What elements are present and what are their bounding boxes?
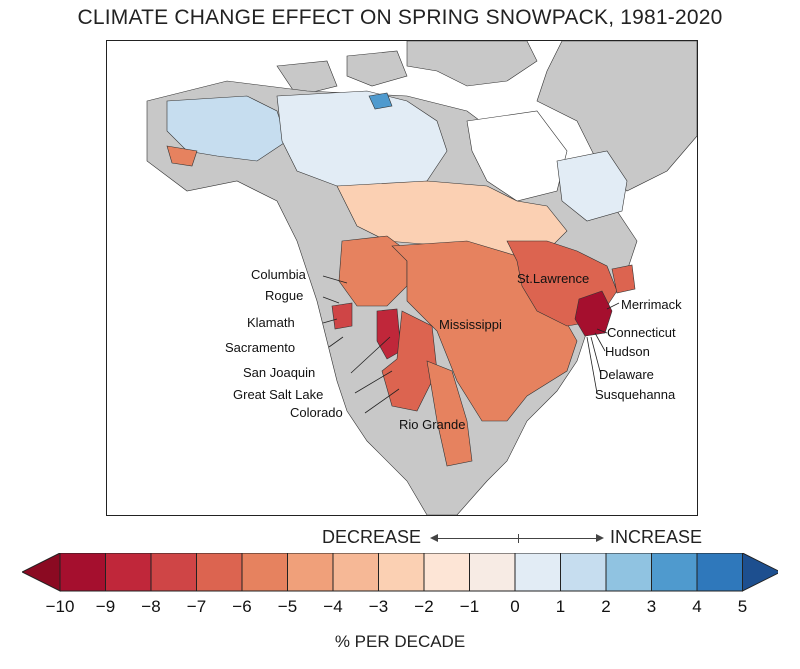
alaska-orange-patch [166, 145, 198, 167]
colorbar-cell [423, 553, 470, 592]
colorbar-tick-label: 1 [555, 597, 566, 616]
colorbar-tick-label: 3 [646, 597, 657, 616]
colorbar-tick-label: 5 [737, 597, 748, 616]
label-san-joaquin: San Joaquin [243, 365, 316, 380]
colorbar-cell [605, 553, 652, 592]
dark-blue-patch [368, 92, 393, 110]
colorbar-cell [105, 553, 152, 592]
colorbar-tick-label: −7 [186, 597, 207, 616]
colorbar-cell [150, 553, 197, 592]
colorbar-cell [59, 553, 106, 592]
colorbar-tick-label: −10 [45, 597, 75, 616]
arrow-left-icon [430, 534, 438, 542]
label-great-salt-lake: Great Salt Lake [233, 387, 324, 402]
colorbar-tick-label: −3 [368, 597, 389, 616]
colorado-basin [381, 310, 438, 412]
arctic-islands [276, 41, 538, 97]
colorbar-cell [287, 553, 334, 592]
colorbar-tick-label: 2 [601, 597, 611, 616]
label-delaware: Delaware [599, 367, 654, 382]
colorbar-unit-label: % PER DECADE [334, 632, 466, 651]
great-salt-lake-basin [376, 308, 402, 360]
alaska-basins [166, 95, 288, 162]
map-canvas [146, 41, 697, 515]
colorbar-tick-label: −5 [277, 597, 298, 616]
colorbar-tick-label: −9 [95, 597, 116, 616]
colorbar-cell [469, 553, 516, 592]
label-leader-lines [322, 275, 620, 414]
new-england-basins [574, 290, 613, 337]
maritime-basins [611, 264, 636, 294]
colorbar-tick-label: −4 [323, 597, 343, 616]
label-columbia: Columbia [251, 267, 306, 282]
colorbar-tick-label: −6 [232, 597, 252, 616]
colorbar-tick-label: 4 [692, 597, 702, 616]
label-susquehanna: Susquehanna [595, 387, 676, 402]
colorbar-cell [651, 553, 698, 592]
colorbar-cell [378, 553, 425, 592]
colorbar-tick-label: −8 [141, 597, 161, 616]
increase-label: INCREASE [610, 527, 703, 547]
label-mississippi: Mississippi [439, 317, 502, 332]
colorbar-cell [241, 553, 288, 592]
rio-grande-basin [426, 360, 473, 467]
colorbar-cell [696, 553, 743, 592]
hudson-bay [466, 110, 568, 202]
colorbar-cell [332, 553, 379, 592]
quebec-basins [556, 150, 628, 222]
direction-arrow-line [432, 538, 602, 539]
colorbar-tick-label: 0 [510, 597, 520, 616]
colorbar-tick-label: −2 [414, 597, 434, 616]
colorbar-tick-label: −1 [459, 597, 480, 616]
arrow-right-icon [596, 534, 604, 542]
label-st-lawrence: St.Lawrence [517, 271, 590, 286]
label-hudson: Hudson [605, 344, 650, 359]
klamath-basin [331, 302, 353, 330]
direction-arrow-center-tick [518, 534, 519, 543]
label-connecticut: Connecticut [607, 325, 676, 340]
label-rogue: Rogue [265, 288, 304, 303]
colorbar [22, 553, 778, 592]
snowpack-map: Columbia Rogue Klamath Sacramento San Jo… [106, 40, 698, 516]
colorbar-low-arrow [22, 553, 61, 592]
label-merrimack: Merrimack [621, 297, 682, 312]
label-sacramento: Sacramento [225, 340, 296, 355]
decrease-label: DECREASE [322, 527, 422, 547]
map-title: CLIMATE CHANGE EFFECT ON SPRING SNOWPACK… [77, 6, 723, 29]
label-klamath: Klamath [247, 315, 295, 330]
colorbar-cell [560, 553, 607, 592]
columbia-basin [338, 235, 408, 307]
colorbar-cell [514, 553, 561, 592]
colorbar-cell [196, 553, 243, 592]
colorbar-high-arrow [742, 553, 778, 592]
label-colorado: Colorado [290, 405, 343, 420]
label-rio-grande: Rio Grande [399, 417, 466, 432]
